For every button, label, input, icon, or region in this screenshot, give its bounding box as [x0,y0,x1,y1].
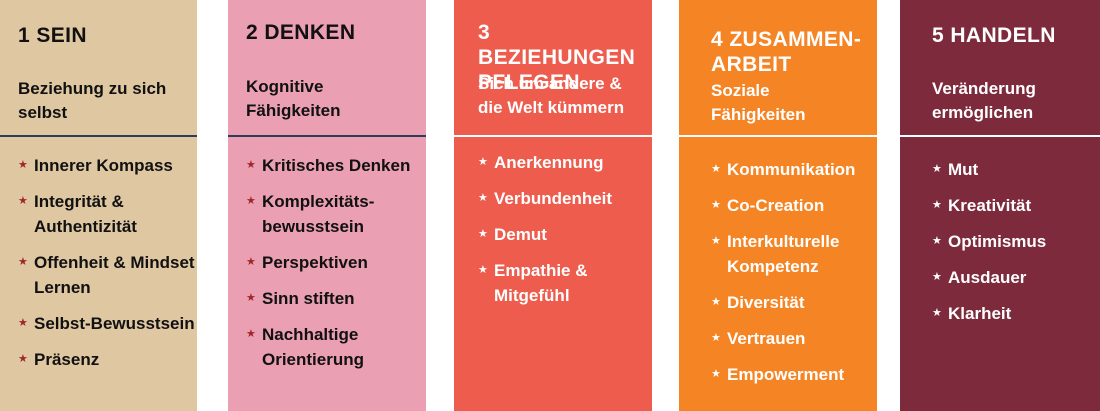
list-item: ★ Empowerment [711,362,855,387]
column-title: 3 BEZIEHUNGEN PFLEGEN [478,21,636,94]
list-item: ★ Selbst-Bewusstsein [18,311,195,336]
column-title: 1 SEIN [18,24,87,47]
column-handeln: 5 HANDELN Veränderung ermöglichen ★ Mut ★… [900,0,1100,411]
star-icon: ★ [246,159,256,171]
star-icon: ★ [18,353,28,365]
list-item: ★ Anerkennung [478,150,612,175]
star-icon: ★ [478,264,488,276]
star-icon: ★ [18,195,28,207]
star-icon: ★ [711,163,721,175]
list-item: ★ Vertrauen [711,326,855,351]
column-title: 5 HANDELN [932,24,1056,47]
column-subtitle: Kognitive Fähigkeiten [246,77,341,120]
list-item: ★ Offenheit & Mindset Lernen [18,250,195,300]
star-icon: ★ [711,199,721,211]
skill-list: ★ Innerer Kompass ★ Integrität & Authentiz… [18,153,195,383]
skill-list: ★ Kritisches Denken ★ Komplexitäts- bewuss… [246,153,410,383]
column-title: 2 DENKEN [246,21,356,44]
star-icon: ★ [932,199,942,211]
column-beziehungen-pflegen: 3 BEZIEHUNGEN PFLEGEN Sich um andere & d… [454,0,652,411]
column-title: 4 ZUSAMMEN- ARBEIT [711,28,862,76]
star-icon: ★ [18,317,28,329]
list-item: ★ Verbundenheit [478,186,612,211]
column-divider [679,135,877,137]
star-icon: ★ [711,235,721,247]
list-item: ★ Perspektiven [246,250,410,275]
list-item: ★ Komplexitäts- bewusstsein [246,189,410,239]
star-icon: ★ [246,292,256,304]
list-item: ★ Interkulturelle Kompetenz [711,229,855,279]
list-item: ★ Empathie & Mitgefühl [478,258,612,308]
skill-list: ★ Anerkennung ★ Verbundenheit ★ Demut ★ Empa… [478,150,612,319]
list-item: ★ Demut [478,222,612,247]
column-zusammenarbeit: 4 ZUSAMMEN- ARBEIT Soziale Fähigkeiten ★… [679,0,877,411]
list-item: ★ Sinn stiften [246,286,410,311]
column-divider [228,135,426,137]
column-denken: 2 DENKEN Kognitive Fähigkeiten ★ Kritisch… [228,0,426,411]
column-subtitle: Beziehung zu sich selbst [18,79,167,122]
star-icon: ★ [18,159,28,171]
star-icon: ★ [478,192,488,204]
star-icon: ★ [932,271,942,283]
list-item: ★ Kritisches Denken [246,153,410,178]
star-icon: ★ [18,256,28,268]
star-icon: ★ [932,163,942,175]
list-item: ★ Klarheit [932,301,1046,326]
list-item: ★ Co-Creation [711,193,855,218]
skill-list: ★ Mut ★ Kreativität ★ Optimismus ★ Ausdauer … [932,157,1046,337]
list-item: ★ Integrität & Authentizität [18,189,195,239]
star-icon: ★ [478,228,488,240]
column-divider [0,135,197,137]
list-item: ★ Optimismus [932,229,1046,254]
list-item: ★ Nachhaltige Orientierung [246,322,410,372]
list-item: ★ Kreativität [932,193,1046,218]
star-icon: ★ [246,328,256,340]
column-subtitle: Veränderung ermöglichen [932,79,1036,122]
column-subtitle: Sich um andere & die Welt kümmern [478,74,625,117]
star-icon: ★ [932,235,942,247]
star-icon: ★ [246,195,256,207]
list-item: ★ Kommunikation [711,157,855,182]
star-icon: ★ [711,332,721,344]
list-item: ★ Präsenz [18,347,195,372]
star-icon: ★ [711,296,721,308]
skill-list: ★ Kommunikation ★ Co-Creation ★ Interkultur… [711,157,855,398]
star-icon: ★ [478,156,488,168]
star-icon: ★ [711,368,721,380]
star-icon: ★ [932,307,942,319]
column-sein: 1 SEIN Beziehung zu sich selbst ★ Innerer… [0,0,197,411]
column-divider [454,135,652,137]
column-subtitle: Soziale Fähigkeiten [711,81,806,124]
star-icon: ★ [246,256,256,268]
list-item: ★ Innerer Kompass [18,153,195,178]
list-item: ★ Ausdauer [932,265,1046,290]
list-item: ★ Diversität [711,290,855,315]
column-divider [900,135,1100,137]
list-item: ★ Mut [932,157,1046,182]
